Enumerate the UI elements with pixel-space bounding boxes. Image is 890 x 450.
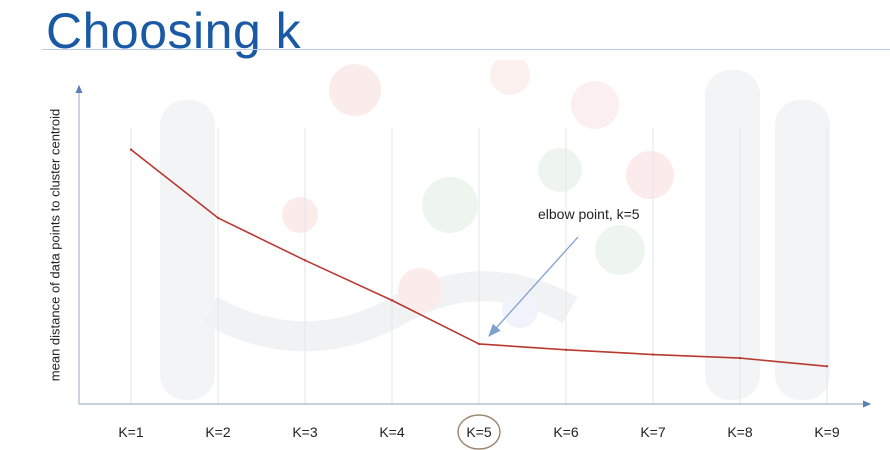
x-tick-label-6: K=6 <box>553 424 579 440</box>
x-tick-label-7: K=7 <box>640 424 666 440</box>
highlight-circle <box>457 414 501 450</box>
x-tick-label-1: K=1 <box>118 424 144 440</box>
x-tick-label-2: K=2 <box>205 424 231 440</box>
data-point-9 <box>825 365 829 368</box>
data-point-7 <box>651 353 655 356</box>
annotation-arrow <box>488 236 579 337</box>
x-tick-label-8: K=8 <box>727 424 753 440</box>
x-tick-label-5: K=5 <box>466 424 492 440</box>
elbow-annotation: elbow point, k=5 <box>538 206 640 222</box>
data-point-4 <box>390 299 394 302</box>
data-point-2 <box>216 216 220 220</box>
x-tick-label-3: K=3 <box>292 424 318 440</box>
data-point-8 <box>738 356 742 360</box>
title-underline <box>42 49 890 50</box>
data-point-3 <box>303 259 307 262</box>
x-tick-label-4: K=4 <box>379 424 405 440</box>
data-point-5 <box>477 342 481 346</box>
data-point-6 <box>564 348 568 352</box>
x-tick-label-9: K=9 <box>814 424 840 440</box>
data-point-1 <box>129 148 133 151</box>
